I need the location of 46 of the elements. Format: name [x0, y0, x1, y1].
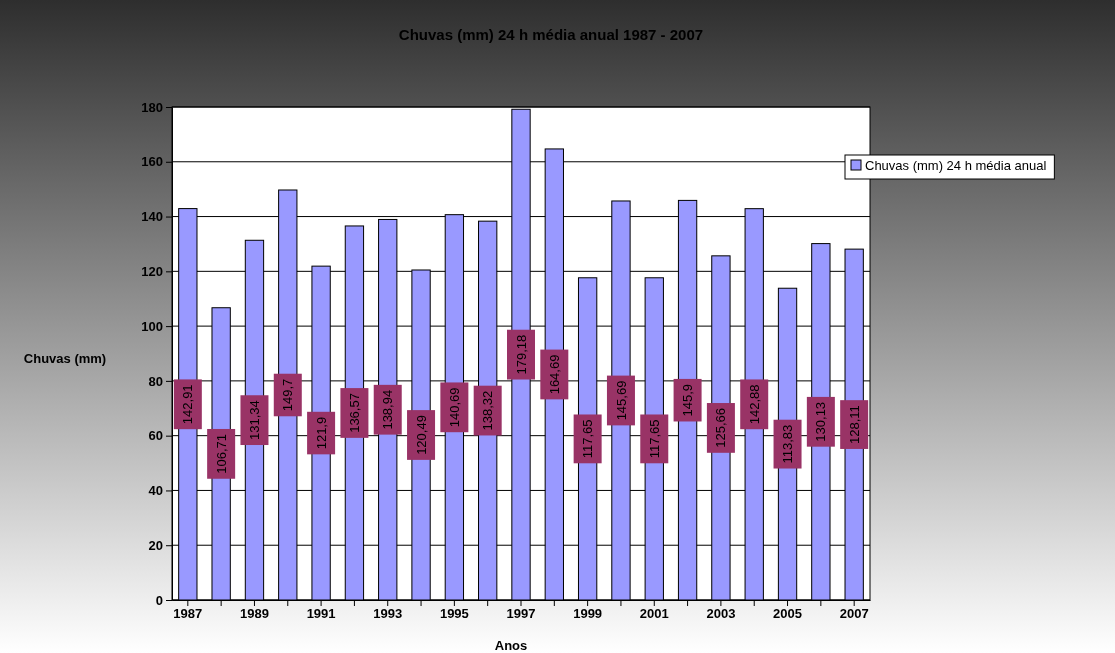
chart-title: Chuvas (mm) 24 h média anual 1987 - 2007: [398, 26, 704, 43]
y-axis-title: Chuvas (mm): [23, 351, 107, 366]
x-tick-label: 1991: [306, 606, 336, 622]
x-tick-label: 1995: [439, 606, 469, 622]
x-axis-title: Anos: [494, 638, 528, 653]
y-tick-label: 0: [155, 592, 163, 608]
y-tick-label: 60: [148, 428, 163, 444]
x-tick-label: 1987: [173, 606, 203, 622]
x-tick-label: 2007: [839, 606, 869, 622]
data-label: 179,18: [513, 334, 529, 375]
y-tick-label: 140: [141, 209, 163, 225]
data-label: 136,57: [346, 393, 362, 433]
x-tick-label: 2005: [773, 606, 802, 622]
data-label: 128,11: [846, 405, 862, 444]
y-tick-label: 100: [141, 318, 163, 334]
data-label: 145,69: [613, 380, 629, 421]
y-tick-label: 120: [141, 263, 163, 279]
y-tick-label: 20: [148, 537, 163, 553]
data-label: 120,49: [413, 415, 429, 455]
data-label: 140,69: [446, 387, 462, 428]
data-label: 121,9: [313, 416, 329, 450]
x-tick-label: 1997: [506, 606, 536, 622]
data-label: 138,32: [480, 390, 496, 431]
data-label: 138,94: [380, 389, 396, 430]
x-tick-label: 1999: [573, 606, 603, 622]
x-tick-label: 2001: [639, 606, 669, 622]
data-label: 106,71: [213, 433, 229, 474]
y-tick-label: 80: [148, 373, 163, 389]
x-tick-label: 1989: [240, 606, 269, 622]
data-label: 113,83: [780, 424, 796, 464]
data-label: 131,34: [247, 400, 263, 441]
x-tick-label: 2003: [706, 606, 736, 622]
data-label: 149,7: [280, 378, 296, 412]
y-tick-label: 160: [141, 154, 163, 170]
legend-label: Chuvas (mm) 24 h média anual: [865, 158, 1047, 173]
data-label: 117,65: [580, 419, 596, 459]
data-label: 130,13: [813, 401, 829, 442]
data-label: 125,66: [713, 408, 729, 448]
data-label: 164,69: [546, 354, 562, 395]
y-tick-label: 180: [141, 99, 163, 115]
data-label: 142,88: [746, 384, 762, 425]
data-label: 145,9: [680, 383, 696, 417]
x-tick-label: 1993: [373, 606, 403, 622]
data-label: 117,65: [646, 419, 662, 459]
data-label: 142,91: [180, 384, 196, 425]
y-tick-label: 40: [148, 483, 163, 499]
